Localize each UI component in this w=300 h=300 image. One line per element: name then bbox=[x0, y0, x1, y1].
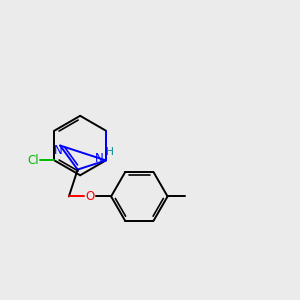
Text: H: H bbox=[106, 147, 113, 157]
Text: Cl: Cl bbox=[28, 154, 39, 167]
Text: O: O bbox=[86, 190, 95, 203]
Text: N: N bbox=[95, 152, 104, 165]
Text: N: N bbox=[54, 143, 63, 157]
